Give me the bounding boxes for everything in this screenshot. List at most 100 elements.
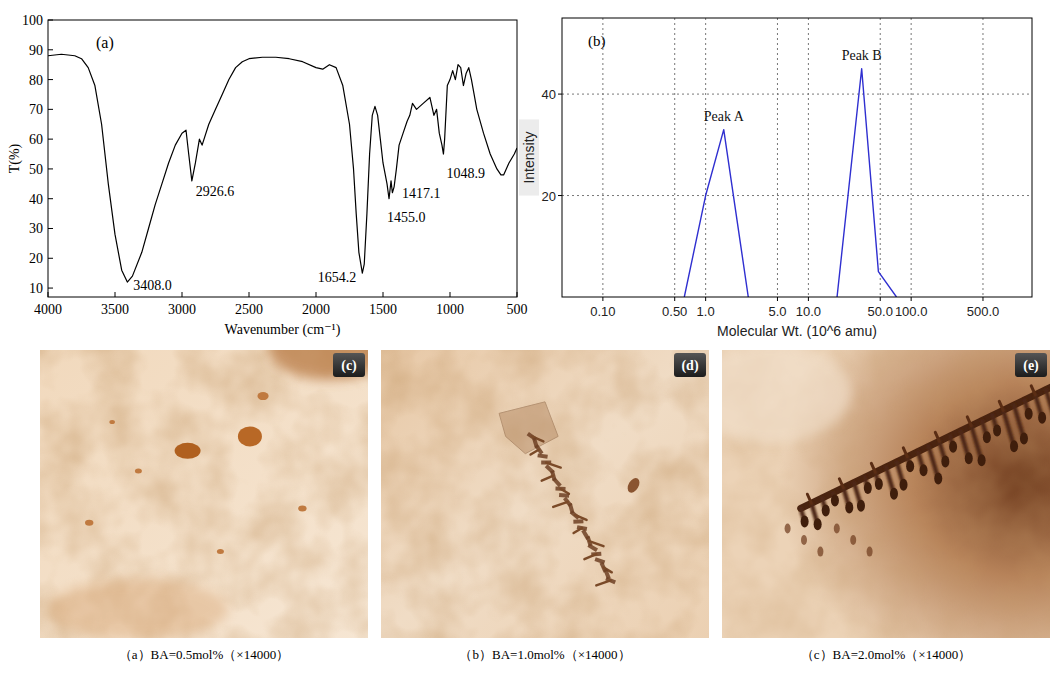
crystal [587, 543, 598, 552]
crystal [573, 519, 583, 523]
panel-tag: (c) [341, 358, 357, 374]
particle [625, 476, 642, 495]
peak-label: 1654.2 [318, 270, 357, 285]
branch-tip [1010, 440, 1018, 452]
y-tick-label: 10 [29, 281, 43, 296]
branch [561, 489, 569, 494]
panel-tag-box [1015, 353, 1047, 377]
panel-label: (a) [96, 34, 114, 52]
peak-label: 1417.1 [402, 186, 441, 201]
caption: （c）BA=2.0mol%（×14000） [801, 647, 971, 662]
x-tick-label: 0.50 [662, 304, 687, 319]
particle [109, 420, 115, 424]
x-tick-label: 4000 [34, 302, 62, 317]
caption: （a）BA=0.5mol%（×14000） [119, 647, 289, 662]
x-tick-label: 0.10 [590, 304, 615, 319]
x-tick-label: 1500 [369, 302, 397, 317]
distribution-line [684, 130, 748, 297]
particle [785, 524, 791, 534]
x-tick-label: 2000 [302, 302, 330, 317]
dendrite-branch [967, 417, 971, 426]
y-tick [48, 139, 53, 140]
branch-tip [983, 431, 991, 443]
y-tick [48, 168, 53, 169]
branch-tip [1020, 433, 1028, 445]
micrograph-image [381, 350, 709, 638]
dendrite-branch [807, 494, 811, 503]
branch [531, 449, 539, 454]
peak-label: 1048.9 [446, 166, 485, 181]
y-tick [558, 94, 562, 95]
x-axis-title: Molecular Wt. (10^6 amu) [717, 323, 877, 339]
particle [135, 468, 142, 473]
branch [553, 502, 567, 507]
shadow [269, 350, 368, 380]
y-tick-label: 90 [29, 43, 43, 58]
y-tick [558, 195, 562, 196]
dendrite-branch [1046, 390, 1050, 433]
branch-tip [801, 515, 809, 527]
y-axis-title: Intensity [521, 131, 537, 183]
branch-tip [857, 500, 865, 512]
branch-tip [934, 472, 942, 484]
image-ground [381, 350, 709, 638]
branch [596, 580, 610, 585]
branch-tip [845, 502, 853, 514]
y-tick-label: 40 [542, 87, 556, 102]
branch-tip [949, 441, 957, 453]
x-axis-title: Wavenumber (cm⁻¹) [225, 322, 341, 338]
panel-label: (b) [588, 33, 606, 50]
branch-tip [941, 456, 949, 468]
x-tick [777, 297, 778, 301]
plot-area [684, 69, 896, 297]
dendrite-branch [999, 401, 1003, 410]
x-tick [674, 297, 675, 301]
y-tick [48, 288, 53, 289]
caption: （b）BA=1.0mol%（×14000） [459, 647, 630, 662]
x-tick [880, 297, 881, 301]
x-tick-label: 5.0 [768, 304, 786, 319]
particle [867, 547, 873, 557]
particle [238, 426, 262, 446]
x-tick [316, 292, 317, 297]
y-title-background [519, 119, 539, 195]
branch-tip [920, 464, 928, 476]
particle [817, 547, 823, 557]
x-tick-label: 3000 [168, 302, 196, 317]
x-tick-label: 2500 [235, 302, 263, 317]
crystal [559, 493, 569, 498]
y-tick [48, 198, 53, 199]
x-grid-line [674, 18, 675, 297]
particle [298, 505, 306, 511]
micrograph-image [40, 350, 368, 638]
x-grid-line [808, 18, 809, 297]
x-tick [450, 292, 451, 297]
branch-tip [822, 504, 830, 516]
branch-tip [900, 479, 908, 491]
particle [257, 392, 268, 400]
branch-tip [890, 488, 898, 500]
branch-tip [814, 518, 822, 530]
y-tick [48, 79, 53, 80]
spectrum-line [48, 54, 517, 282]
peak-name: Peak B [842, 48, 882, 63]
x-grid-line [602, 18, 603, 297]
y-tick-label: 50 [29, 162, 43, 177]
x-tick [911, 297, 912, 301]
x-grid-line [777, 18, 778, 297]
branch-tip [831, 494, 839, 506]
y-tick-label: 20 [542, 189, 556, 204]
peak-label: 3408.0 [133, 278, 172, 293]
x-grid-line [705, 18, 706, 297]
crystal [537, 453, 547, 458]
y-tick [48, 258, 53, 259]
y-tick-label: 20 [29, 251, 43, 266]
dendrite-branch [1031, 386, 1035, 395]
micrograph-image [722, 350, 1050, 638]
distribution-line [837, 69, 896, 297]
x-tick-label: 100.0 [895, 304, 928, 319]
sheet [499, 402, 558, 454]
branch-tip [1025, 408, 1033, 420]
particle [175, 443, 201, 459]
x-tick [808, 297, 809, 301]
